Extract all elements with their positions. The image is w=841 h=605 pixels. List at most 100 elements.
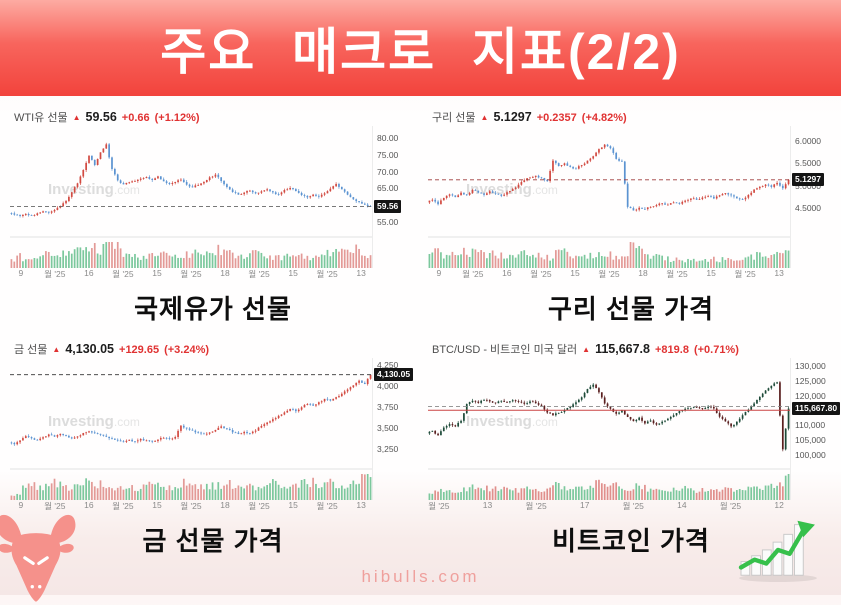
x-axis-tick: 12 (774, 500, 784, 510)
x-axis-tick: 월 '25 (462, 269, 484, 279)
x-axis-tick: 13 (356, 268, 366, 278)
price-change: +0.2357 (536, 112, 577, 124)
gold-y-axis: 4,250 4,000 3,750 3,500 3,250 4,130.05 (372, 358, 418, 500)
instrument-name: BTC/USD - 비트코인 미국 달러 (432, 344, 578, 356)
wti-candlestick-chart[interactable]: Investing.com (10, 126, 372, 268)
btc-instrument-header: BTC/USD - 비트코인 미국 달러 ▲ 115,667.8 +819.8 … (428, 338, 836, 358)
x-axis-tick: 16 (84, 268, 94, 278)
site-watermark: hibulls.com (361, 567, 480, 586)
price-change-pct: (+4.82%) (581, 112, 627, 124)
x-axis-tick: 18 (220, 500, 230, 510)
y-axis-tick: 65.00 (377, 183, 399, 194)
x-axis-tick: 17 (579, 500, 590, 510)
last-price: 115,667.8 (595, 342, 650, 356)
copper-candlestick-chart[interactable]: Investing.com (428, 126, 790, 268)
wti-instrument-header: WTI유 선물 ▲ 59.56 +0.66 (+1.12%) (10, 106, 418, 126)
price-change-pct: (+0.71%) (693, 344, 739, 356)
y-axis-tick: 3,500 (377, 423, 399, 434)
last-price-badge: 4,130.05 (374, 367, 414, 381)
caption-copper: 구리 선물 가격 (548, 294, 714, 324)
btc-y-axis: 130,000 125,000 120,000 110,000 105,000 100,0… (790, 358, 841, 500)
x-axis-tick: 월 '25 (719, 501, 742, 511)
x-axis-tick: 월 '25 (180, 269, 202, 279)
copper-instrument-header: 구리 선물 ▲ 5.1297 +0.2357 (+4.82%) (428, 106, 836, 126)
last-price: 5.1297 (493, 110, 532, 124)
x-axis-tick: 15 (570, 268, 580, 278)
last-price-badge: 115,667.80 (792, 401, 841, 415)
price-change: +0.66 (121, 112, 150, 124)
x-axis-tick: 13 (356, 500, 366, 510)
price-up-arrow-icon: ▲ (582, 345, 591, 354)
chart-panel-wti: WTI유 선물 ▲ 59.56 +0.66 (+1.12%) Investing… (8, 106, 418, 281)
wti-chart-body: Investing.com 80.00 75.00 70.00 65.00 55.00 5… (10, 126, 418, 268)
wti-x-axis: 9 월 '25 16 월 '25 15 월 '25 18 월 '25 15 월 '25 13 (10, 268, 372, 281)
x-axis-tick: 15 (706, 268, 716, 278)
copper-chart-body: Investing.com 6.00005.50005.00004.50005.… (428, 126, 836, 268)
caption-wti: 국제유가 선물 (134, 294, 292, 324)
x-axis-tick: 월 '25 (180, 501, 202, 511)
price-up-arrow-icon: ▲ (52, 345, 61, 354)
y-axis-tick: 110,000 (795, 420, 826, 431)
y-axis-tick: 3,750 (377, 401, 399, 412)
x-axis-tick: 월 '25 (316, 501, 338, 511)
x-axis-tick: 13 (774, 268, 784, 278)
btc-x-axis: 월 '25 13 월 '25 17 월 '25 14 월 '25 12 (428, 500, 790, 513)
chart-panel-btc: BTC/USD - 비트코인 미국 달러 ▲ 115,667.8 +819.8 … (426, 338, 841, 513)
x-axis-tick: 월 '25 (734, 269, 756, 279)
y-axis-tick: 5.5000 (795, 158, 821, 169)
x-axis-tick: 월 '25 (598, 269, 620, 279)
x-axis-tick: 월 '25 (44, 501, 66, 511)
y-axis-tick: 130,000 (795, 361, 826, 372)
x-axis-tick: 15 (288, 500, 298, 510)
x-axis-tick: 15 (152, 500, 162, 510)
wti-y-axis: 80.00 75.00 70.00 65.00 55.00 59.56 (372, 126, 418, 268)
last-price-badge: 5.1297 (792, 172, 824, 186)
x-axis-tick: 월 '25 (666, 269, 688, 279)
gold-chart-body: Investing.com 4,250 4,000 3,750 3,500 3,250 4… (10, 358, 418, 500)
svg-text:Investing.com: Investing.com (48, 413, 140, 430)
x-axis-tick: 월 '25 (525, 501, 547, 511)
caption-btc: 비트코인 가격 (552, 526, 710, 556)
btc-candlestick-chart[interactable]: Investing.com (428, 358, 790, 500)
x-axis-tick: 9 (436, 268, 442, 278)
y-axis-tick: 125,000 (795, 376, 826, 387)
svg-text:Investing.com: Investing.com (466, 413, 558, 430)
price-up-arrow-icon: ▲ (480, 113, 489, 122)
rising-chart-icon (738, 520, 817, 583)
header-banner: 주요 매크로 지표(2/2) (0, 0, 841, 96)
y-axis-tick: 4,250 (377, 359, 399, 370)
price-change: +129.65 (119, 344, 160, 356)
last-price-badge: 59.56 (374, 199, 402, 213)
y-axis-tick: 70.00 (377, 166, 399, 177)
x-axis-tick: 월 '25 (112, 501, 134, 511)
instrument-name: 금 선물 (14, 344, 48, 356)
x-axis-tick: 월 '25 (44, 269, 66, 279)
price-change: +819.8 (654, 344, 689, 356)
x-axis-tick: 18 (220, 268, 230, 278)
gold-x-axis: 9 월 '25 16 월 '25 15 월 '25 18 월 '25 15 월 '25 13 (10, 500, 372, 513)
page-title: 주요 매크로 지표(2/2) (160, 24, 681, 80)
gold-candlestick-chart[interactable]: Investing.com (10, 358, 372, 500)
x-axis-tick: 9 (18, 268, 24, 278)
x-axis-tick: 월 '25 (428, 501, 450, 511)
y-axis-tick: 55.00 (377, 216, 399, 227)
y-axis-tick: 6.0000 (795, 136, 821, 147)
y-axis-tick: 105,000 (795, 434, 826, 445)
last-price: 4,130.05 (65, 342, 115, 356)
instrument-name: 구리 선물 (432, 112, 476, 124)
x-axis-tick: 16 (84, 500, 94, 510)
x-axis-tick: 월 '25 (248, 501, 270, 511)
last-price: 59.56 (85, 110, 117, 124)
x-axis-tick: 16 (502, 268, 512, 278)
btc-chart-body: Investing.com 130,000 125,000 120,000 110,0… (428, 358, 841, 500)
y-axis-tick: 100,000 (795, 449, 826, 460)
x-axis-tick: 월 '25 (530, 269, 552, 279)
x-axis-tick: 15 (152, 268, 162, 278)
y-axis-tick: 4,000 (377, 380, 399, 391)
gold-instrument-header: 금 선물 ▲ 4,130.05 +129.65 (+3.24%) (10, 338, 418, 358)
chart-panel-copper: 구리 선물 ▲ 5.1297 +0.2357 (+4.82%) Investin… (426, 106, 836, 281)
y-axis-tick: 4.5000 (795, 202, 821, 213)
copper-x-axis: 9 월 '25 16 월 '25 15 월 '25 18 월 '25 15 월 '25 13 (428, 268, 790, 281)
caption-gold: 금 선물 가격 (142, 526, 284, 556)
